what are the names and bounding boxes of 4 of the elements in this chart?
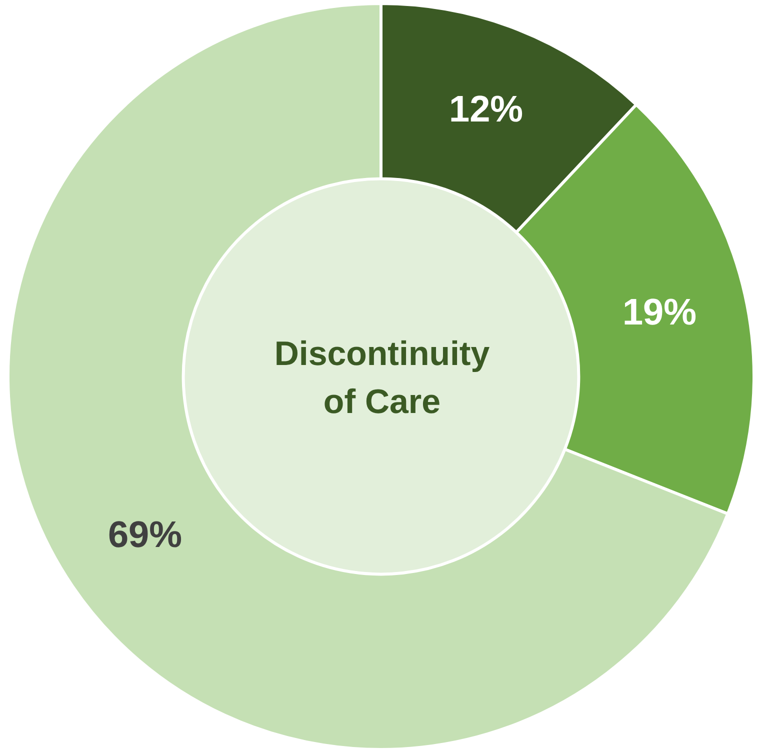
data-label: 12% bbox=[449, 88, 524, 130]
text: Discontinuity of Care bbox=[273, 334, 491, 423]
data-label: 69% bbox=[108, 514, 182, 556]
data-label: 19% bbox=[622, 291, 697, 332]
